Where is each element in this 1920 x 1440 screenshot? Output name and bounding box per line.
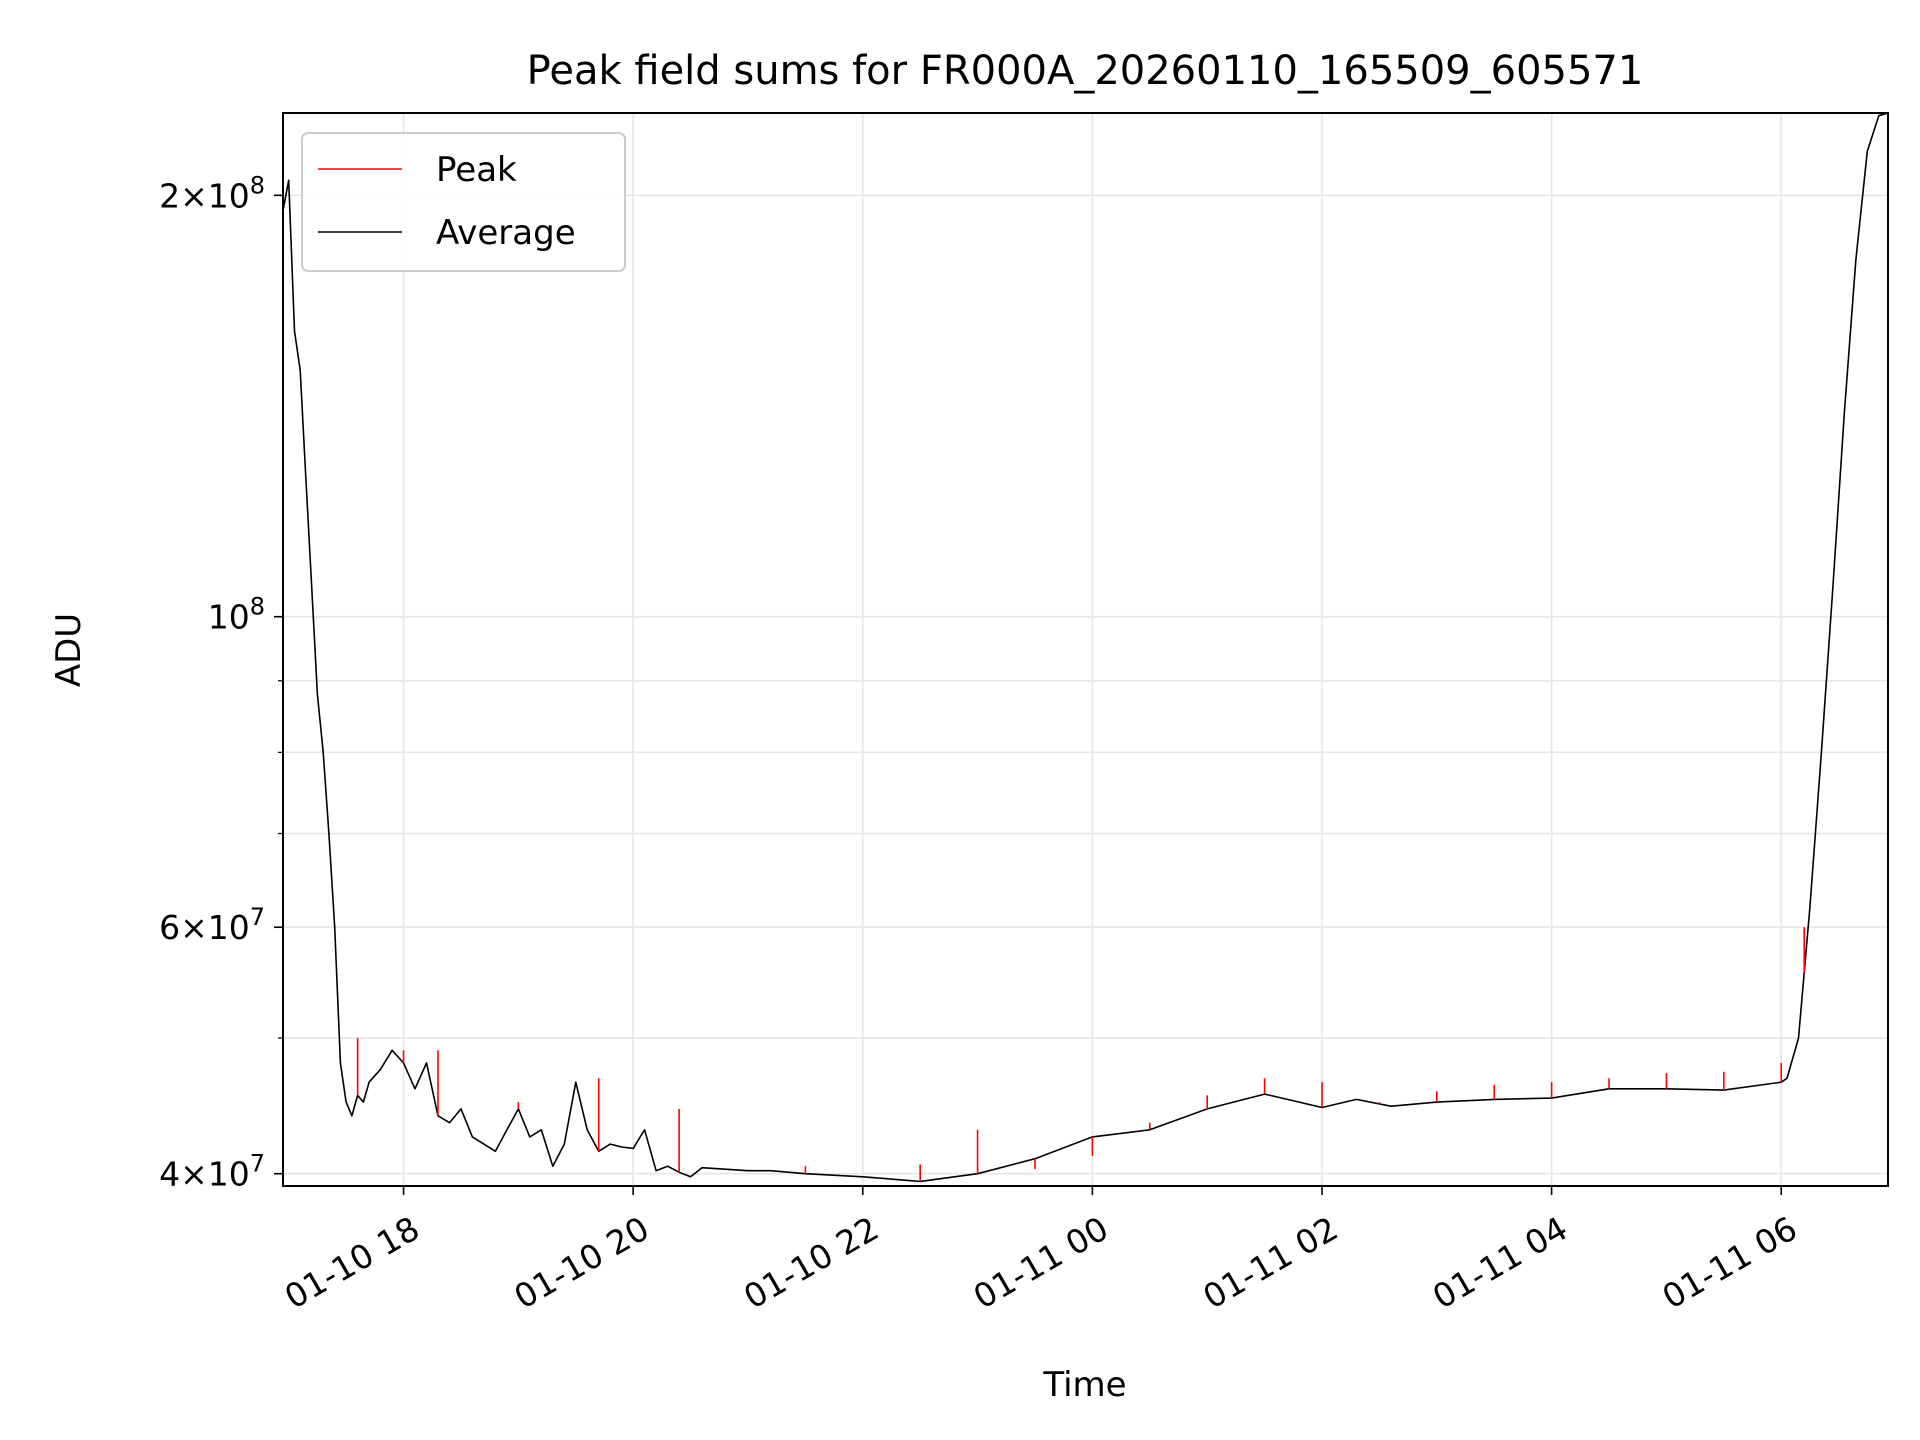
legend-box bbox=[301, 132, 626, 272]
y-tick-exponent: 8 bbox=[250, 171, 265, 199]
legend: Peak Average bbox=[301, 132, 626, 272]
y-tick-label: 2×108 bbox=[159, 171, 265, 215]
y-tick-base: 10 bbox=[208, 598, 250, 637]
x-axis-ticks: 01-10 18 01-10 20 01-10 22 01-11 00 01-11 02… bbox=[278, 1186, 1804, 1317]
grid-lines bbox=[283, 113, 1888, 1186]
y-tick-label: 4×107 bbox=[159, 1150, 265, 1194]
x-tick-label: 01-11 04 bbox=[1426, 1209, 1574, 1317]
x-tick-label: 01-11 00 bbox=[967, 1209, 1115, 1317]
plot-frame bbox=[282, 112, 1889, 1187]
y-tick-label: 6×107 bbox=[159, 903, 265, 947]
y-tick-mantissa: 4 bbox=[159, 1155, 180, 1194]
x-tick-label: 01-10 20 bbox=[508, 1209, 656, 1317]
y-tick-times-sign: ×10 bbox=[180, 176, 250, 215]
y-tick-label: 108 bbox=[208, 593, 265, 637]
y-tick-exponent: 7 bbox=[250, 1150, 265, 1178]
legend-label-average: Average bbox=[436, 213, 576, 253]
y-tick-exponent: 8 bbox=[250, 593, 265, 621]
y-tick-times-sign: ×10 bbox=[180, 1155, 250, 1194]
y-axis-label: ADU bbox=[49, 613, 89, 687]
series-line-average bbox=[282, 112, 1889, 1183]
y-tick-times-sign: ×10 bbox=[180, 908, 250, 947]
x-tick-label: 01-10 22 bbox=[737, 1209, 885, 1317]
x-tick-label: 01-10 18 bbox=[278, 1209, 426, 1317]
y-tick-mantissa: 6 bbox=[159, 908, 180, 947]
y-tick-exponent: 7 bbox=[250, 903, 265, 931]
y-tick-mantissa: 2 bbox=[159, 176, 180, 215]
legend-label-peak: Peak bbox=[436, 150, 517, 190]
x-tick-label: 01-11 02 bbox=[1196, 1209, 1344, 1317]
x-axis-label: Time bbox=[1042, 1365, 1126, 1405]
series-lines bbox=[282, 112, 1889, 1183]
chart-title: Peak field sums for FR000A_20260110_1655… bbox=[527, 48, 1644, 94]
x-tick-label: 01-11 06 bbox=[1656, 1209, 1804, 1317]
